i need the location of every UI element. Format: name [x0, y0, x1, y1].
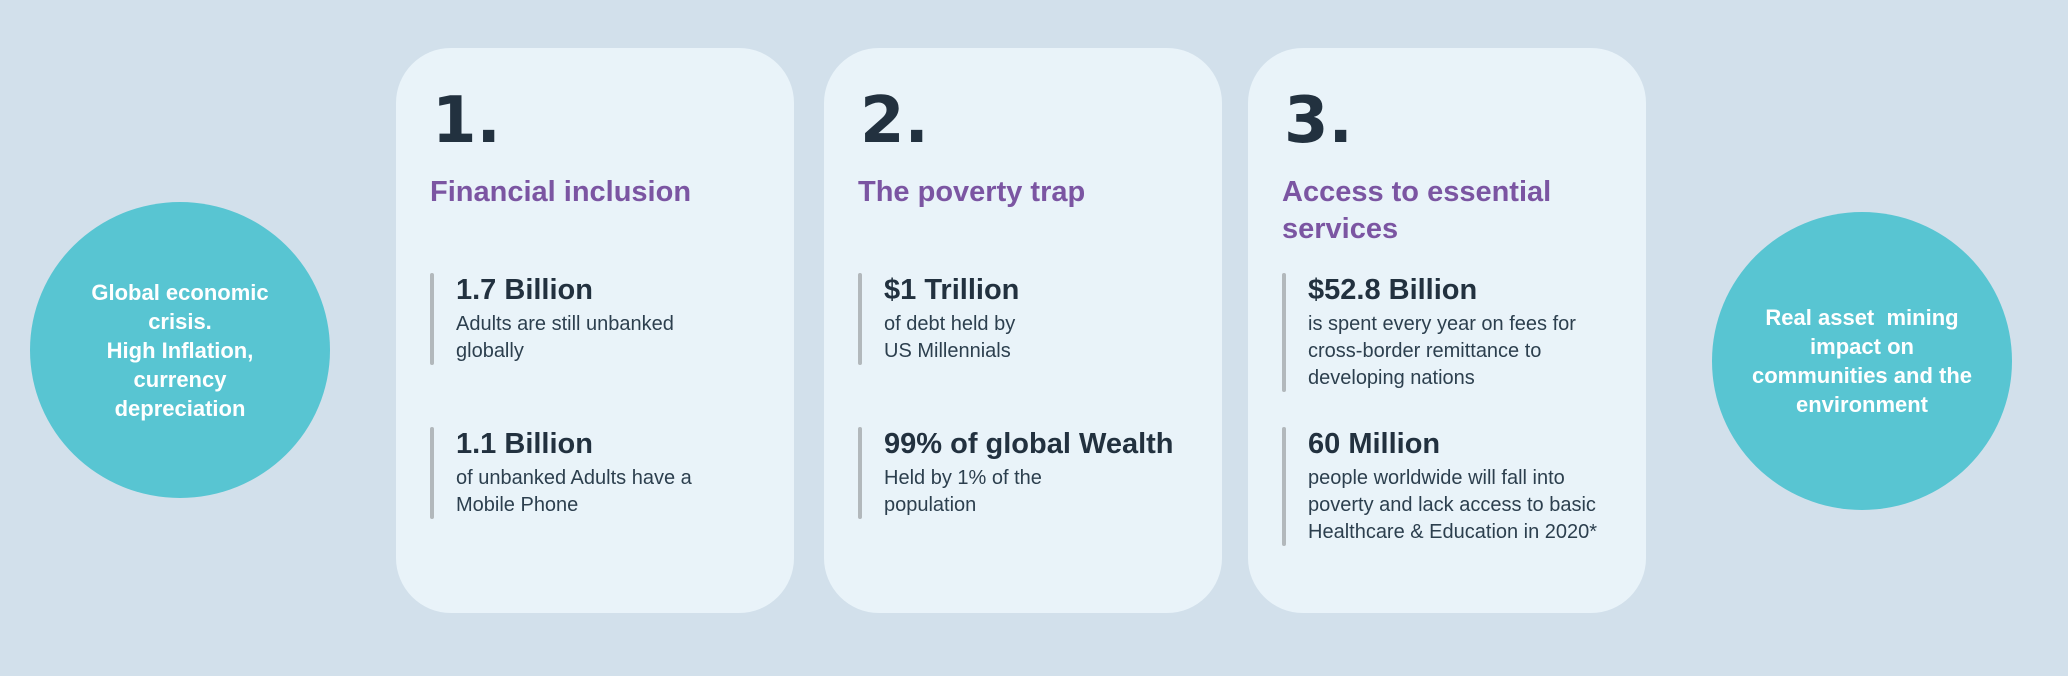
stat-value: 60 Million: [1308, 428, 1441, 460]
stat-accent-bar: [1282, 427, 1286, 546]
circle-text-line: crisis.: [148, 308, 212, 334]
stat-description: Held by 1% of the population: [884, 467, 1042, 516]
stat-description: people worldwide will fall into poverty …: [1308, 467, 1598, 543]
card-poverty-trap: 2. The poverty trap $1 Trillion of debt …: [824, 48, 1222, 613]
circle-text-line: impact on: [1810, 334, 1914, 359]
card-financial-inclusion: 1. Financial inclusion 1.7 Billion Adult…: [396, 48, 794, 613]
stat-accent-bar: [430, 427, 434, 519]
card-number: 3.: [1284, 84, 1353, 158]
stat-block: 60 Million people worldwide will fall in…: [1282, 427, 1626, 546]
circle-text-line: High Inflation,: [106, 337, 254, 363]
problem-circle-right: Real asset mining impact on communities …: [1712, 212, 2012, 510]
stat-block: 1.7 Billion Adults are still unbanked gl…: [430, 273, 774, 365]
stat-accent-bar: [858, 273, 862, 365]
circle-text-line: environment: [1795, 392, 1929, 417]
stat-value: 99% of global Wealth: [884, 428, 1174, 460]
stat-value: $52.8 Billion: [1308, 274, 1478, 306]
card-title: The poverty trap: [858, 176, 1086, 208]
stat-block: 99% of global Wealth Held by 1% of the p…: [858, 427, 1202, 519]
card-number: 2.: [860, 84, 929, 158]
stat-block: 1.1 Billion of unbanked Adults have a Mo…: [430, 427, 774, 519]
stat-body: 1.1 Billion of unbanked Adults have a Mo…: [456, 427, 692, 519]
circle-text-line: Global economic: [91, 279, 269, 305]
problem-circle-left: Global economic crisis. High Inflation, …: [30, 202, 330, 498]
circle-text-line: depreciation: [114, 395, 246, 421]
stat-accent-bar: [1282, 273, 1286, 392]
card-title: Access to essential services: [1282, 176, 1552, 245]
stat-value: 1.1 Billion: [456, 428, 593, 460]
card-title: Financial inclusion: [430, 176, 692, 208]
card-access-essential-services: 3. Access to essential services $52.8 Bi…: [1248, 48, 1646, 613]
stat-description: Adults are still unbanked globally: [456, 313, 674, 362]
circle-text-line: currency: [133, 366, 227, 392]
stat-value: $1 Trillion: [884, 274, 1020, 306]
stat-value: 1.7 Billion: [456, 274, 593, 306]
circle-text-line: Real asset mining: [1765, 305, 1959, 330]
stat-body: $1 Trillion of debt held by US Millennia…: [884, 273, 1019, 365]
stat-body: $52.8 Billion is spent every year on fee…: [1308, 273, 1576, 392]
stat-body: 99% of global Wealth Held by 1% of the p…: [884, 427, 1174, 519]
circle-text-line: communities and the: [1751, 363, 1973, 388]
stat-block: $52.8 Billion is spent every year on fee…: [1282, 273, 1626, 392]
stat-body: 1.7 Billion Adults are still unbanked gl…: [456, 273, 674, 365]
stat-accent-bar: [858, 427, 862, 519]
stat-body: 60 Million people worldwide will fall in…: [1308, 427, 1597, 546]
stat-block: $1 Trillion of debt held by US Millennia…: [858, 273, 1202, 365]
stat-description: of debt held by US Millennials: [884, 313, 1016, 362]
stat-description: of unbanked Adults have a Mobile Phone: [456, 467, 692, 516]
stat-description: is spent every year on fees for cross-bo…: [1308, 313, 1576, 389]
stat-accent-bar: [430, 273, 434, 365]
card-number: 1.: [432, 84, 501, 158]
